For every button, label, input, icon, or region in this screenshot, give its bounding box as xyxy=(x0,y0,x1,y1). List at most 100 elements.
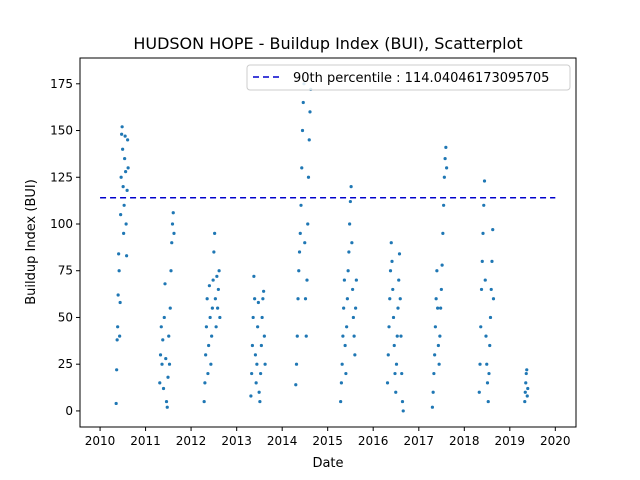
data-point-2011-18 xyxy=(171,211,175,215)
data-point-2012-18 xyxy=(216,306,220,310)
data-point-2016-18 xyxy=(399,334,403,338)
x-tick-label-2016: 2016 xyxy=(358,434,389,448)
x-tick-label-2013: 2013 xyxy=(221,434,252,448)
data-point-2011-19 xyxy=(172,231,176,235)
data-point-2012-11 xyxy=(210,306,214,310)
data-point-2011-15 xyxy=(169,269,173,273)
data-point-2011-1 xyxy=(158,353,163,357)
data-point-2018-2 xyxy=(479,325,483,329)
data-point-2012-14 xyxy=(213,231,217,235)
data-point-2015-13 xyxy=(348,199,352,204)
data-point-2015-4 xyxy=(342,306,346,310)
data-point-2010-18 xyxy=(123,134,127,138)
data-point-2018-3 xyxy=(479,287,484,292)
y-tick-label-175: 175 xyxy=(50,77,73,91)
data-point-2012-9 xyxy=(209,362,213,366)
data-point-2010-1 xyxy=(115,368,119,372)
data-point-2017-9 xyxy=(437,362,441,366)
data-point-2012-17 xyxy=(215,274,219,278)
data-point-2019-1 xyxy=(523,390,527,394)
data-point-2014-3 xyxy=(296,297,300,301)
data-point-2010-15 xyxy=(122,231,126,235)
data-point-2018-12 xyxy=(486,399,490,404)
data-point-2010-5 xyxy=(117,252,121,256)
data-point-2016-5 xyxy=(389,241,393,245)
data-point-2017-4 xyxy=(433,325,437,329)
data-point-2014-1 xyxy=(294,362,299,366)
data-point-2018-5 xyxy=(481,231,485,235)
data-point-2013-1 xyxy=(250,371,254,376)
data-point-2013-11 xyxy=(257,390,261,394)
data-point-2010-9 xyxy=(119,213,123,217)
data-point-2015-7 xyxy=(344,371,348,376)
data-point-2012-10 xyxy=(210,334,214,338)
data-point-2016-0 xyxy=(385,381,390,385)
y-axis: 0 25 50 75 100 125 150 175 xyxy=(50,77,80,418)
y-tick-label-25: 25 xyxy=(58,357,73,371)
data-point-2010-0 xyxy=(114,401,118,406)
data-point-2012-2 xyxy=(204,353,208,357)
data-point-2016-4 xyxy=(388,269,393,273)
data-point-2016-14 xyxy=(396,306,400,310)
data-point-2013-7 xyxy=(254,381,258,385)
data-point-2015-18 xyxy=(352,334,356,338)
data-point-2011-5 xyxy=(161,386,166,391)
x-tick-label-2010: 2010 xyxy=(85,434,116,448)
data-point-2019-2 xyxy=(524,381,528,385)
y-tick-label-75: 75 xyxy=(58,264,73,278)
data-point-2018-13 xyxy=(487,371,491,376)
data-point-2011-9 xyxy=(164,399,169,404)
data-point-2012-3 xyxy=(204,325,208,329)
y-tick-label-100: 100 xyxy=(50,217,73,231)
data-point-2017-6 xyxy=(435,269,439,273)
data-point-2019-5 xyxy=(525,394,529,398)
x-tick-label-2018: 2018 xyxy=(449,434,480,448)
data-point-2016-21 xyxy=(401,409,405,413)
data-point-2015-0 xyxy=(339,399,343,404)
legend-box xyxy=(246,64,571,91)
data-point-2019-6 xyxy=(526,386,530,391)
data-point-2010-17 xyxy=(123,156,127,161)
data-point-2010-12 xyxy=(120,125,124,129)
data-point-2010-13 xyxy=(121,147,125,151)
data-point-2012-4 xyxy=(205,297,209,301)
data-point-2012-6 xyxy=(207,343,211,348)
data-point-2012-7 xyxy=(207,284,211,288)
data-point-2011-17 xyxy=(170,222,175,226)
data-point-2018-17 xyxy=(490,259,494,263)
data-point-2010-21 xyxy=(125,254,129,258)
data-point-2013-3 xyxy=(251,315,255,320)
data-point-2014-6 xyxy=(298,231,302,235)
data-point-2012-21 xyxy=(218,315,222,320)
data-point-2019-3 xyxy=(524,371,528,376)
data-point-2014-15 xyxy=(305,278,309,282)
data-point-2016-8 xyxy=(391,315,396,320)
data-point-2012-5 xyxy=(206,371,210,376)
data-point-2010-16 xyxy=(122,203,126,207)
data-point-2012-16 xyxy=(214,325,218,329)
data-point-2018-16 xyxy=(489,287,493,292)
data-point-2018-4 xyxy=(480,259,484,263)
data-point-2010-4 xyxy=(116,293,120,297)
data-point-2017-19 xyxy=(445,166,449,170)
data-point-2017-15 xyxy=(442,203,446,207)
x-tick-label-2015: 2015 xyxy=(312,434,343,448)
data-point-2015-16 xyxy=(351,287,355,292)
data-point-2014-14 xyxy=(304,334,308,338)
data-point-2017-7 xyxy=(436,306,440,310)
data-point-2016-1 xyxy=(386,353,390,357)
x-axis-label: Date xyxy=(312,456,343,471)
data-point-2010-14 xyxy=(121,185,125,189)
data-point-2015-11 xyxy=(347,250,351,254)
data-point-2014-8 xyxy=(300,166,304,170)
data-point-2011-16 xyxy=(170,241,174,245)
data-point-2013-19 xyxy=(263,362,267,366)
data-point-2018-1 xyxy=(478,362,482,366)
data-point-2018-11 xyxy=(485,381,490,385)
data-point-2016-17 xyxy=(398,297,402,301)
data-point-2011-8 xyxy=(164,356,168,361)
data-point-2017-10 xyxy=(438,334,442,338)
x-tick-label-2019: 2019 xyxy=(495,434,526,448)
chart-title: HUDSON HOPE - Buildup Index (BUI), Scatt… xyxy=(133,34,522,53)
data-point-2017-0 xyxy=(430,405,434,409)
